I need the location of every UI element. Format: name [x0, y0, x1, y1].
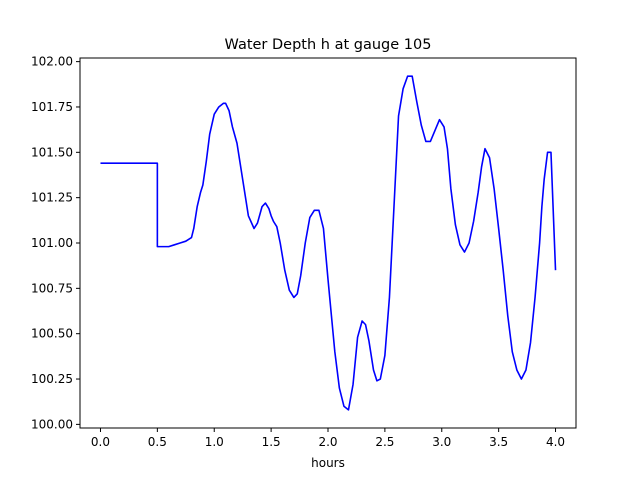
x-tick-label: 2.0	[318, 435, 337, 449]
axes-frame	[79, 57, 577, 429]
x-axis: 0.0 0.5 1.0 1.5 2.0 2.5 3.0 3.5 4.0	[91, 428, 565, 449]
y-tick-label: 100.00	[31, 417, 73, 431]
x-axis-label: hours	[311, 456, 345, 470]
x-tick-label: 4.0	[546, 435, 565, 449]
x-tick-label: 1.5	[262, 435, 281, 449]
x-tick-label: 3.5	[489, 435, 508, 449]
series-line-0	[100, 75, 557, 411]
y-axis: 100.00 100.25 100.50 100.75 101.00 101.25 101.…	[31, 55, 80, 431]
y-tick-label: 101.50	[31, 145, 73, 159]
x-tick-label: 2.5	[375, 435, 394, 449]
x-tick-label: 0.5	[148, 435, 167, 449]
y-tick-label: 102.00	[31, 55, 73, 69]
x-tick-label: 1.0	[205, 435, 224, 449]
y-tick-label: 101.25	[31, 191, 73, 205]
x-tick-label: 3.0	[432, 435, 451, 449]
y-tick-label: 100.50	[31, 327, 73, 341]
series-layer	[100, 75, 557, 411]
y-tick-label: 101.00	[31, 236, 73, 250]
plot-area	[79, 57, 577, 429]
x-tick-label: 0.0	[91, 435, 110, 449]
y-tick-label: 100.25	[31, 372, 73, 386]
chart-title: Water Depth h at gauge 105	[225, 37, 432, 53]
y-tick-label: 101.75	[31, 100, 73, 114]
y-tick-label: 100.75	[31, 281, 73, 295]
